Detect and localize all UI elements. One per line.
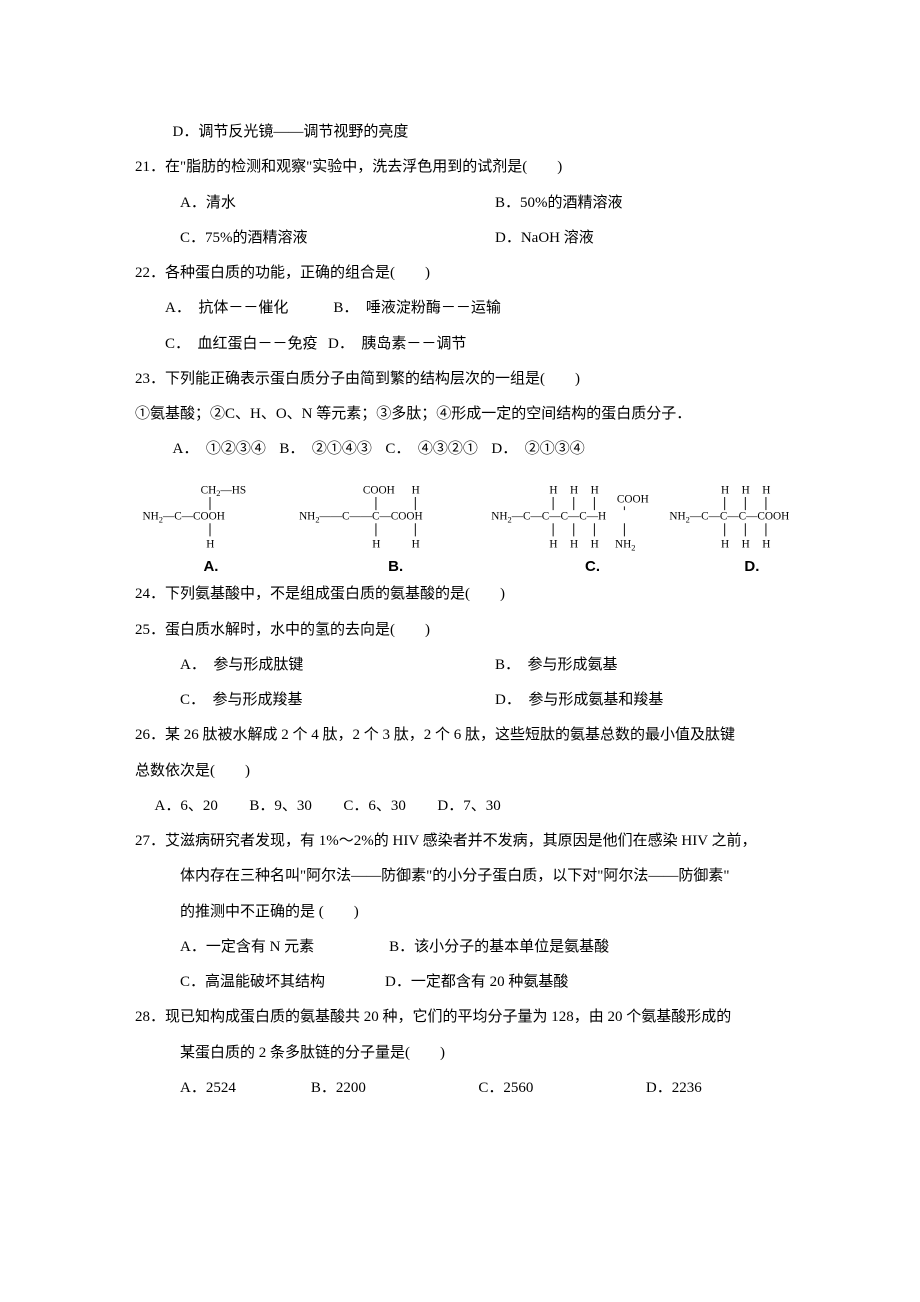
q26-stem: 26．某 26 肽被水解成 2 个 4 肽，2 个 3 肽，2 个 6 肽，这些… bbox=[135, 718, 810, 753]
q25-stem: 25．蛋白质水解时，水中的氢的去向是( ) bbox=[135, 613, 810, 648]
q26-opt-a: A．6、20 bbox=[155, 798, 218, 814]
prev-option-d: D．调节反光镜——调节视野的亮度 bbox=[135, 115, 810, 150]
q23-stem: 23．下列能正确表示蛋白质分子由简到繁的结构层次的一组是( ) bbox=[135, 362, 810, 397]
svg-text:H: H bbox=[762, 484, 770, 496]
q27-opt-b: B．该小分子的基本单位是氨基酸 bbox=[389, 939, 609, 955]
svg-text:CH2—HS: CH2—HS bbox=[201, 484, 247, 498]
structure-d: HHH NH2—C—C—C—COOH HHH D. bbox=[669, 484, 789, 575]
svg-text:H: H bbox=[570, 484, 578, 496]
q28-opts: A．2524 B．2200 C．2560 D．2236 bbox=[135, 1071, 810, 1106]
structure-b-label: B. bbox=[388, 558, 403, 575]
q25-row2: C． 参与形成羧基 D． 参与形成氨基和羧基 bbox=[135, 683, 810, 718]
q21-stem: 21．在"脂肪的检测和观察"实验中，洗去浮色用到的试剂是( ) bbox=[135, 150, 810, 185]
amino-acid-diagram: CH2—HS NH2—C—COOH H A. COOH H NH2——C——C—… bbox=[135, 482, 810, 576]
q27-stem2: 体内存在三种名叫"阿尔法——防御素"的小分子蛋白质，以下对"阿尔法——防御素" bbox=[135, 859, 810, 894]
q22-opt-b: B． 唾液淀粉酶－－运输 bbox=[333, 300, 501, 316]
q26-opt-d: D．7、30 bbox=[437, 798, 500, 814]
svg-text:H: H bbox=[742, 484, 750, 496]
q27-row1: A．一定含有 N 元素 B．该小分子的基本单位是氨基酸 bbox=[135, 930, 810, 965]
q22-opt-c: C． 血红蛋白－－免疫 bbox=[165, 336, 318, 352]
structure-a-label: A. bbox=[203, 558, 218, 575]
svg-text:H: H bbox=[591, 484, 599, 496]
svg-text:H: H bbox=[591, 538, 599, 550]
q23-opt-d: D． ②①③④ bbox=[491, 441, 584, 457]
q25-opt-d: D． 参与形成氨基和羧基 bbox=[495, 683, 810, 718]
q23-opt-a: A． ①②③④ bbox=[173, 441, 266, 457]
q22-opt-a: A． 抗体－－催化 bbox=[165, 300, 288, 316]
q21-opts-row2: C．75%的酒精溶液 D．NaOH 溶液 bbox=[135, 221, 810, 256]
q26-opt-c: C．6、30 bbox=[343, 798, 406, 814]
structure-d-label: D. bbox=[744, 558, 759, 575]
q27-opt-d: D．一定都含有 20 种氨基酸 bbox=[385, 974, 568, 990]
q28-stem: 现已知构成蛋白质的氨基酸共 20 种，它们的平均分子量为 128，由 20 个氨… bbox=[165, 1009, 731, 1025]
svg-text:H: H bbox=[372, 538, 380, 550]
q28-line1: 28．现已知构成蛋白质的氨基酸共 20 种，它们的平均分子量为 128，由 20… bbox=[135, 1000, 810, 1035]
q22-opt-d: D． 胰岛素－－调节 bbox=[328, 336, 466, 352]
q21-opt-a: A．清水 bbox=[180, 186, 495, 221]
svg-text:H: H bbox=[742, 538, 750, 550]
q21-opts-row1: A．清水 B．50%的酒精溶液 bbox=[135, 186, 810, 221]
svg-text:H: H bbox=[762, 538, 770, 550]
q22-row2: C． 血红蛋白－－免疫 D． 胰岛素－－调节 bbox=[135, 327, 810, 362]
q27-opt-c: C．高温能破坏其结构 bbox=[180, 974, 325, 990]
structure-c: H H H COOH NH2—C—C—C—C—H H H H NH2 C. bbox=[491, 484, 649, 575]
q26-stem2: 总数依次是( ) bbox=[135, 754, 810, 789]
q21-opt-c: C．75%的酒精溶液 bbox=[180, 221, 495, 256]
svg-text:H: H bbox=[549, 538, 557, 550]
structure-a: CH2—HS NH2—C—COOH H A. bbox=[143, 484, 247, 575]
svg-text:H: H bbox=[721, 484, 729, 496]
svg-text:H: H bbox=[412, 484, 420, 496]
svg-text:H: H bbox=[412, 538, 420, 550]
q25-row1: A． 参与形成肽键 B． 参与形成氨基 bbox=[135, 648, 810, 683]
svg-text:NH2—C—C—C—COOH: NH2—C—C—C—COOH bbox=[669, 510, 789, 524]
q22-stem: 22．各种蛋白质的功能，正确的组合是( ) bbox=[135, 256, 810, 291]
structure-c-label: C. bbox=[585, 558, 600, 575]
svg-text:H: H bbox=[721, 538, 729, 550]
q23-opt-c: C． ④③②① bbox=[385, 441, 478, 457]
q27-stem: 艾滋病研究者发现，有 1%～2%的 HIV 感染者并不发病，其原因是他们在感染 … bbox=[165, 833, 757, 849]
exam-page: D．调节反光镜——调节视野的亮度 21．在"脂肪的检测和观察"实验中，洗去浮色用… bbox=[0, 0, 920, 1302]
q27-line1: 27．艾滋病研究者发现，有 1%～2%的 HIV 感染者并不发病，其原因是他们在… bbox=[135, 824, 810, 859]
q24-stem: 24．下列氨基酸中，不是组成蛋白质的氨基酸的是( ) bbox=[135, 577, 810, 612]
q28-opt-d: D．2236 bbox=[646, 1080, 702, 1096]
q27-stem3: 的推测中不正确的是 ( ) bbox=[135, 895, 810, 930]
q25-opt-a: A． 参与形成肽键 bbox=[180, 648, 495, 683]
svg-text:H: H bbox=[570, 538, 578, 550]
q26-opt-b: B．9、30 bbox=[249, 798, 312, 814]
q28-opt-a: A．2524 bbox=[180, 1080, 236, 1096]
q25-opt-b: B． 参与形成氨基 bbox=[495, 648, 810, 683]
svg-text:H: H bbox=[549, 484, 557, 496]
svg-text:NH2—C—C—C—C—H: NH2—C—C—C—C—H bbox=[491, 510, 606, 524]
q23-opt-b: B． ②①④③ bbox=[279, 441, 372, 457]
q28-opt-c: C．2560 bbox=[478, 1080, 533, 1096]
q28-stem2: 某蛋白质的 2 条多肽链的分子量是( ) bbox=[135, 1036, 810, 1071]
svg-text:NH2—C—COOH: NH2—C—COOH bbox=[143, 510, 225, 524]
svg-text:NH2: NH2 bbox=[615, 538, 635, 552]
q23-stem2: ①氨基酸；②C、H、O、N 等元素；③多肽；④形成一定的空间结构的蛋白质分子． bbox=[135, 397, 810, 432]
q26-opts: A．6、20 B．9、30 C．6、30 D．7、30 bbox=[135, 789, 810, 824]
structure-b: COOH H NH2——C——C—COOH H H B. bbox=[299, 484, 423, 575]
svg-text:COOH: COOH bbox=[617, 493, 649, 505]
q25-opt-c: C． 参与形成羧基 bbox=[180, 683, 495, 718]
svg-text:COOH: COOH bbox=[363, 484, 395, 496]
q28-opt-b: B．2200 bbox=[311, 1080, 366, 1096]
q21-opt-b: B．50%的酒精溶液 bbox=[495, 186, 810, 221]
svg-text:H: H bbox=[206, 538, 214, 550]
q23-opts: A． ①②③④ B． ②①④③ C． ④③②① D． ②①③④ bbox=[135, 432, 810, 467]
q22-row1: A． 抗体－－催化 B． 唾液淀粉酶－－运输 bbox=[135, 291, 810, 326]
q21-opt-d: D．NaOH 溶液 bbox=[495, 221, 810, 256]
svg-text:NH2——C——C—COOH: NH2——C——C—COOH bbox=[299, 510, 423, 524]
q27-row2: C．高温能破坏其结构 D．一定都含有 20 种氨基酸 bbox=[135, 965, 810, 1000]
q27-opt-a: A．一定含有 N 元素 bbox=[180, 939, 314, 955]
